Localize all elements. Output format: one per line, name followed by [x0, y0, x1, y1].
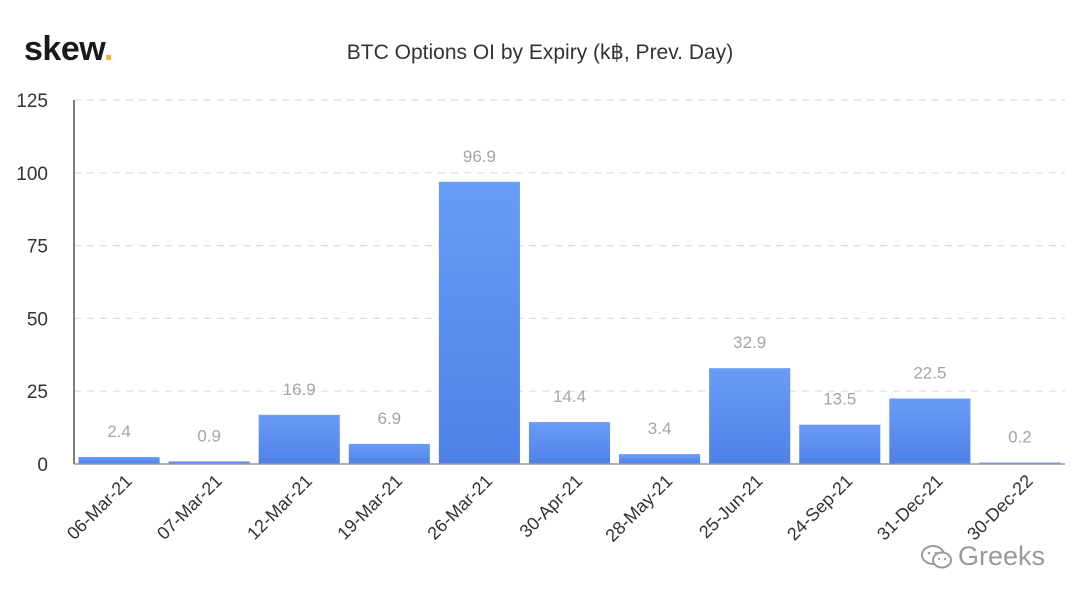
skew-logo: skew. [24, 30, 113, 69]
logo-dot: . [103, 30, 113, 68]
data-label: 13.5 [823, 390, 856, 409]
data-labels: 2.4 0.9 16.9 6.9 96.9 14.4 3.4 32.9 13.5 22.5 0.2 [107, 147, 1032, 447]
x-axis-tick-labels: 06-Mar-21 07-Mar-21 12-Mar-21 19-Mar-21 26-M… [63, 471, 1037, 546]
bar [709, 368, 791, 464]
y-tick-label: 50 [27, 309, 48, 330]
bar [258, 414, 340, 464]
data-label: 96.9 [463, 147, 496, 166]
bar [889, 398, 971, 464]
y-tick-label: 75 [27, 237, 48, 258]
data-label: 3.4 [648, 419, 672, 438]
logo-text: skew [24, 30, 104, 68]
y-axis-tick-labels: 0 25 50 75 100 125 [16, 91, 48, 476]
y-tick-label: 100 [16, 164, 48, 185]
bar [799, 424, 881, 464]
y-tick-label: 25 [27, 382, 48, 403]
bar [528, 422, 611, 464]
data-label: 0.2 [1008, 428, 1032, 447]
x-tick-label: 31-Dec-21 [873, 471, 947, 545]
bar [168, 461, 250, 464]
x-tick-label: 28-May-21 [601, 471, 676, 546]
bar [438, 181, 520, 464]
data-label: 22.5 [913, 363, 946, 382]
data-label: 16.9 [283, 380, 316, 399]
x-tick-label: 19-Mar-21 [333, 471, 406, 544]
y-tick-label: 125 [16, 91, 48, 112]
data-label: 32.9 [733, 333, 766, 352]
y-tick-label: 0 [37, 455, 48, 476]
watermark-text: Greeks [958, 541, 1046, 571]
x-tick-label: 26-Mar-21 [423, 471, 496, 544]
bar [619, 454, 701, 464]
data-label: 14.4 [553, 387, 586, 406]
data-label: 0.9 [197, 426, 221, 445]
bar [78, 457, 160, 464]
wechat-icon [921, 544, 952, 568]
gridlines [74, 99, 1065, 392]
data-label: 2.4 [107, 422, 131, 441]
bars [78, 181, 1061, 464]
data-label: 6.9 [377, 409, 401, 428]
chart-title: BTC Options OI by Expiry (k฿, Prev. Day) [346, 41, 734, 64]
x-tick-label: 06-Mar-21 [63, 471, 136, 544]
x-tick-label: 12-Mar-21 [243, 471, 316, 544]
bar [348, 443, 430, 464]
x-tick-label: 25-Jun-21 [695, 471, 766, 542]
x-tick-label: 24-Sep-21 [783, 471, 857, 545]
watermark: Greeks [920, 541, 1045, 572]
x-tick-label: 30-Dec-22 [963, 471, 1037, 545]
x-tick-label: 07-Mar-21 [153, 471, 226, 544]
x-tick-label: 30-Apr-21 [516, 471, 587, 542]
